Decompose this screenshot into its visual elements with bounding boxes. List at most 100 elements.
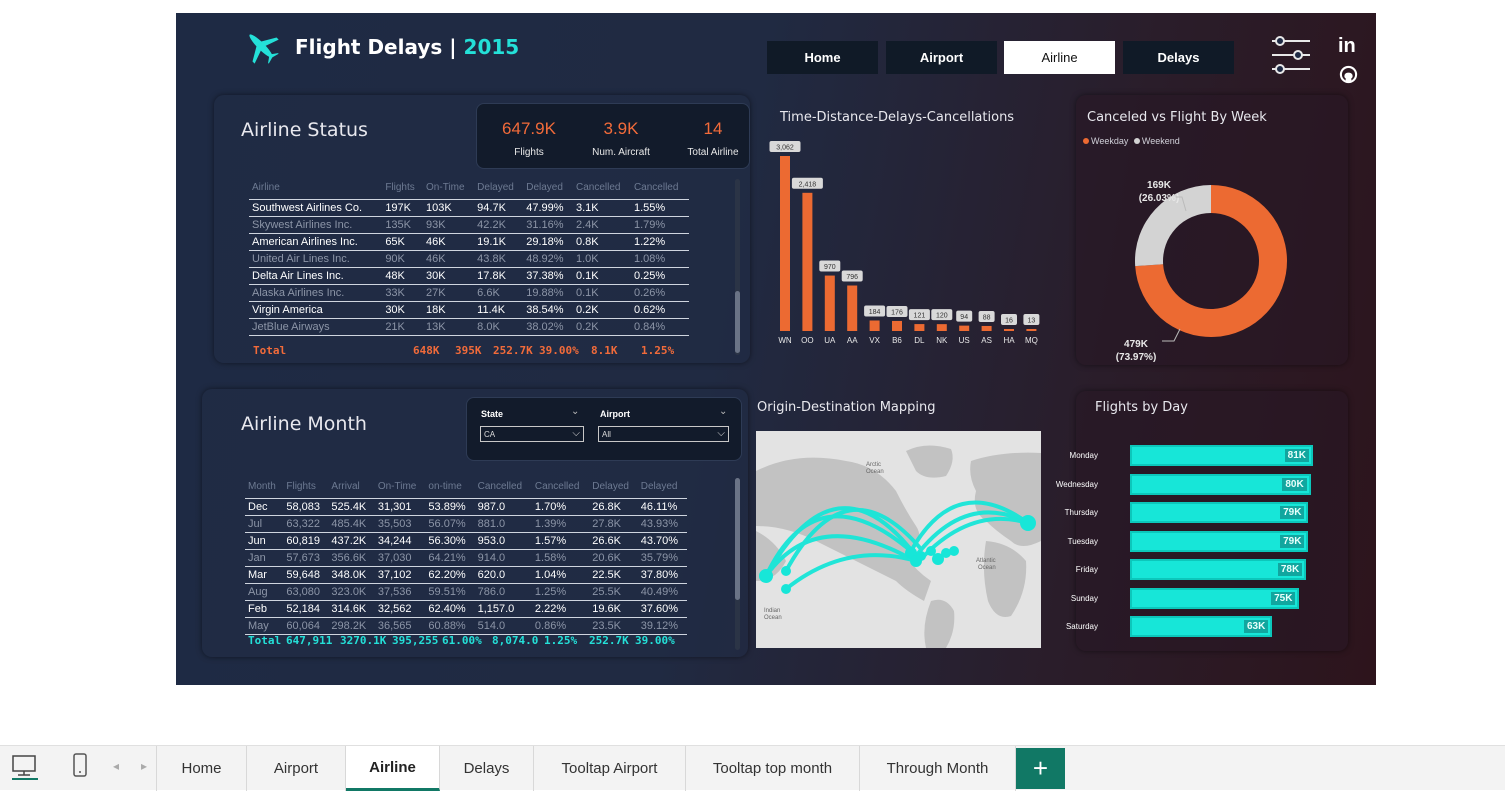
table-row[interactable]: May 60,064 298.2K 36,565 60.88% 514.0 0.86% 23.…: [245, 617, 687, 635]
column-header[interactable]: Airline: [249, 177, 383, 200]
nav-home-button[interactable]: Home: [767, 41, 878, 74]
chevron-down-icon[interactable]: ⌄: [571, 406, 580, 417]
column-header[interactable]: Delayed: [637, 476, 687, 499]
airline-month-table: Month Flights Arrival On-Time on-time Cancell…: [245, 476, 687, 635]
table-row[interactable]: Aug 63,080 323.0K 37,536 59.51% 786.0 1.25% 25.…: [245, 583, 687, 601]
table-row[interactable]: Southwest Airlines Co. 197K 103K 94.7K 47.99…: [249, 199, 689, 217]
table-row[interactable]: Skywest Airlines Inc. 135K 93K 42.2K 31.16% 2…: [249, 216, 689, 234]
origin-destination-map[interactable]: Arctic Ocean Atlantic Ocean Indian Ocean: [756, 431, 1041, 648]
table-cell: 27.8K: [589, 515, 638, 533]
nav-airport-button[interactable]: Airport: [886, 41, 997, 74]
tab-scroll-left-icon[interactable]: ◂: [113, 759, 120, 773]
table-cell: 0.26%: [630, 284, 689, 302]
x-tick-label: HA: [1003, 336, 1015, 345]
donut-slice-weekday[interactable]: [1135, 185, 1287, 337]
bar-mq[interactable]: [1026, 329, 1037, 331]
day-bar-friday[interactable]: 78K: [1130, 559, 1307, 580]
page-tab-bar: ◂ ▸ Home Airport Airline Delays Tooltap Airp…: [0, 745, 1505, 791]
column-header[interactable]: on-time: [425, 476, 475, 499]
table-row[interactable]: Feb 52,184 314.6K 32,562 62.40% 1,157.0 2.22% 1…: [245, 600, 687, 618]
nav-delays-button[interactable]: Delays: [1123, 41, 1234, 74]
column-header[interactable]: Delayed: [523, 177, 573, 200]
table-cell: 135K: [382, 216, 424, 234]
table-row[interactable]: Jan 57,673 356.6K 37,030 64.21% 914.0 1.58% 20.…: [245, 549, 687, 567]
day-bar-saturday[interactable]: 63K: [1130, 616, 1273, 637]
bar-oo[interactable]: [802, 192, 813, 331]
month-table-scrollbar[interactable]: [735, 478, 740, 650]
table-row[interactable]: JetBlue Airways 21K 13K 8.0K 38.02% 0.2K 0.84%: [249, 318, 689, 336]
bar-vx[interactable]: [869, 320, 880, 331]
day-bar-wednesday[interactable]: 80K: [1130, 473, 1311, 495]
column-header[interactable]: Cancelled: [572, 177, 631, 200]
column-header[interactable]: Flights: [283, 476, 329, 499]
bar-wn[interactable]: [780, 156, 790, 331]
bar-us[interactable]: [959, 325, 970, 331]
day-bar-monday[interactable]: 81K: [1130, 445, 1313, 466]
flights-by-day-chart: Monday 81K Wednesday 80K Thursday 79K Tuesday 7…: [1044, 443, 1344, 643]
x-tick-label: US: [959, 336, 970, 345]
page-tab-airline[interactable]: Airline: [346, 746, 440, 791]
table-row[interactable]: Dec 58,083 525.4K 31,301 53.89% 987.0 1.70% 26.…: [245, 498, 687, 516]
donut-percent-label: (26.03%): [1139, 193, 1180, 204]
desktop-view-icon[interactable]: [10, 754, 38, 780]
page-tab-tooltap-top-month[interactable]: Tooltap top month: [686, 746, 860, 791]
table-cell: 22.5K: [589, 566, 638, 584]
page-title-year: 2015: [463, 35, 520, 59]
data-label-box: [908, 309, 930, 321]
bar-ha[interactable]: [1004, 329, 1014, 331]
kpi-card: [476, 103, 750, 169]
github-icon[interactable]: [1339, 65, 1358, 84]
state-dropdown[interactable]: CA ⌵: [480, 426, 584, 442]
bar-aa[interactable]: [847, 285, 858, 331]
donut-slice-weekend[interactable]: [1135, 185, 1211, 267]
table-cell: 525.4K: [328, 498, 375, 516]
page-tab-delays[interactable]: Delays: [440, 746, 534, 791]
filter-sliders-icon[interactable]: [1268, 35, 1314, 75]
column-header[interactable]: Delayed: [474, 177, 524, 200]
bar-dl[interactable]: [914, 324, 925, 331]
bar-nk[interactable]: [936, 324, 947, 331]
total-cell: 1.25%: [641, 344, 675, 357]
bar-b6[interactable]: [892, 320, 902, 331]
data-label: 120: [936, 313, 948, 320]
column-header[interactable]: Cancelled: [531, 476, 590, 499]
airport-dropdown[interactable]: All ⌵: [598, 426, 729, 442]
column-header[interactable]: Cancelled: [630, 177, 689, 200]
page-tab-through-month[interactable]: Through Month: [860, 746, 1016, 791]
table-row[interactable]: American Airlines Inc. 65K 46K 19.1K 29.18% 0…: [249, 233, 689, 251]
table-row[interactable]: Jun 60,819 437.2K 34,244 56.30% 953.0 1.57% 26.…: [245, 532, 687, 550]
status-table-scrollbar[interactable]: [735, 179, 740, 355]
column-header[interactable]: Delayed: [589, 476, 638, 499]
nav-airline-button[interactable]: Airline: [1004, 41, 1115, 74]
tab-scroll-right-icon[interactable]: ▸: [141, 759, 148, 773]
bar-ua[interactable]: [824, 275, 835, 331]
add-page-button[interactable]: +: [1016, 748, 1065, 789]
table-row[interactable]: Virgin America 30K 18K 11.4K 38.54% 0.2K 0.62%: [249, 301, 689, 319]
column-header[interactable]: On-Time: [374, 476, 426, 499]
table-row[interactable]: Mar 59,648 348.0K 37,102 62.20% 620.0 1.04% 22.…: [245, 566, 687, 584]
data-label-box: [819, 260, 841, 272]
column-header[interactable]: Month: [245, 476, 284, 499]
column-header[interactable]: Cancelled: [474, 476, 532, 499]
table-row[interactable]: United Air Lines Inc. 90K 46K 43.8K 48.92% 1.…: [249, 250, 689, 268]
column-header[interactable]: Flights: [382, 177, 424, 200]
table-row[interactable]: Delta Air Lines Inc. 48K 30K 17.8K 37.38% 0.1…: [249, 267, 689, 285]
page-tab-tooltap-airport[interactable]: Tooltap Airport: [534, 746, 686, 791]
slicer-card: [466, 397, 742, 461]
table-cell: 65K: [382, 233, 424, 251]
table-cell: 46K: [423, 233, 475, 251]
map-label-arctic: Arctic: [866, 462, 881, 468]
linkedin-icon[interactable]: in: [1338, 35, 1356, 57]
table-row[interactable]: Alaska Airlines Inc. 33K 27K 6.6K 19.88% 0.1K…: [249, 284, 689, 302]
table-row[interactable]: Jul 63,322 485.4K 35,503 56.07% 881.0 1.39% 27.…: [245, 515, 687, 533]
chevron-down-icon[interactable]: ⌄: [719, 406, 728, 417]
column-header[interactable]: Arrival: [328, 476, 375, 499]
page-tab-airport[interactable]: Airport: [247, 746, 346, 791]
day-bar-sunday[interactable]: 75K: [1130, 587, 1300, 609]
mobile-view-icon[interactable]: [72, 752, 88, 780]
day-bar-thursday[interactable]: 79K: [1130, 502, 1309, 523]
day-bar-tuesday[interactable]: 79K: [1130, 530, 1309, 552]
page-tab-home[interactable]: Home: [156, 746, 247, 791]
bar-as[interactable]: [981, 325, 992, 331]
column-header[interactable]: On-Time: [423, 177, 475, 200]
